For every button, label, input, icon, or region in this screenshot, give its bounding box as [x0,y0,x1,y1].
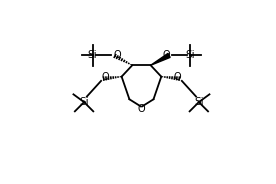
Text: Si: Si [79,97,89,107]
Text: Si: Si [194,97,204,107]
Text: O: O [174,72,181,82]
Text: O: O [162,50,170,60]
Text: O: O [138,104,145,114]
Text: Si: Si [185,50,195,60]
Text: Si: Si [88,50,97,60]
Polygon shape [151,53,170,65]
Text: O: O [113,50,121,60]
Text: O: O [102,72,109,82]
